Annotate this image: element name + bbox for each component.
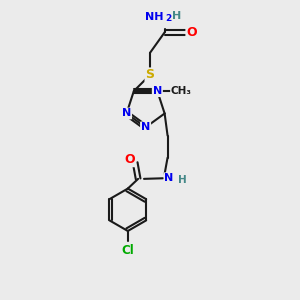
- Text: O: O: [124, 153, 135, 166]
- Text: S: S: [146, 68, 154, 81]
- Text: NH: NH: [145, 13, 164, 22]
- Text: N: N: [122, 109, 131, 118]
- Text: O: O: [187, 26, 197, 39]
- Text: CH₃: CH₃: [171, 86, 192, 96]
- Text: 2: 2: [165, 14, 171, 23]
- Text: N: N: [141, 122, 150, 132]
- Text: H: H: [178, 175, 187, 185]
- Text: N: N: [153, 86, 162, 96]
- Text: Cl: Cl: [122, 244, 134, 257]
- Text: N: N: [164, 173, 174, 183]
- Text: H: H: [172, 11, 181, 21]
